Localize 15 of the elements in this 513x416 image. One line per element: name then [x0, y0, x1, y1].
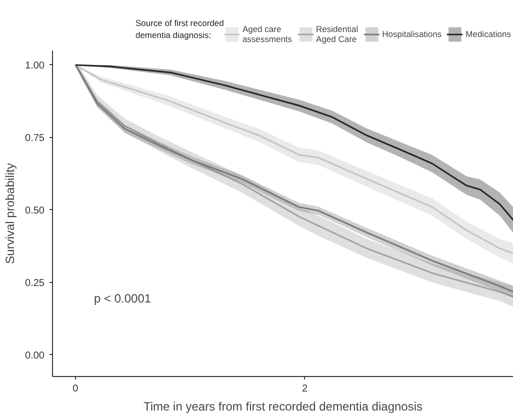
annotation: p < 0.0001 — [94, 291, 152, 306]
legend-label: Hospitalisations — [382, 28, 442, 41]
y-tick-label: 0.00 — [25, 350, 45, 362]
x-tick-label: 0 — [72, 384, 79, 394]
x-axis-title: Time in years from first recorded dementia diagnosis — [144, 400, 422, 414]
y-tick-label: 1.00 — [25, 60, 45, 72]
legend-title: Source of first recorded dementia diagnosis: — [135, 18, 224, 40]
y-axis-title: Survival probability — [3, 163, 18, 264]
x-tick-label: 2 — [302, 384, 308, 394]
legend-label: Aged care assessments — [242, 24, 292, 44]
y-tick-label: 0.75 — [25, 132, 45, 144]
legend-label: Medications — [466, 28, 511, 41]
legend-label: Residential Aged Care — [316, 24, 358, 44]
y-tick-label: 0.25 — [25, 278, 45, 289]
y-tick-label: 0.50 — [25, 205, 45, 216]
